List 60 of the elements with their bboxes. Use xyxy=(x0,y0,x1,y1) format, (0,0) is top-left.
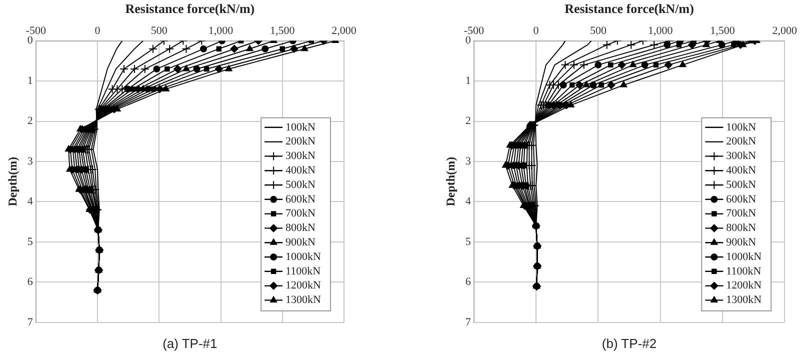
legend-label: 400kN xyxy=(726,164,756,176)
legend-label: 1000kN xyxy=(286,250,322,263)
x-tick-label: -500 xyxy=(464,25,484,38)
legend-label: 1100kN xyxy=(286,265,321,278)
legend-label: 600kN xyxy=(286,193,316,206)
legend-label: 1300kN xyxy=(286,294,322,306)
y-tick-label: 2 xyxy=(27,115,33,128)
text: (b) TP-#2 xyxy=(602,336,657,351)
legend-label: 700kN xyxy=(726,208,756,220)
x-tick-label: 1,500 xyxy=(270,25,296,38)
y-tick-label: 0 xyxy=(27,34,34,47)
y-tick-label: 4 xyxy=(465,196,472,208)
x-tick-label: 500 xyxy=(150,25,168,38)
y-tick-label: 3 xyxy=(465,155,472,168)
y-tick-label: 7 xyxy=(465,316,472,328)
y-tick-label: 3 xyxy=(27,155,34,168)
x-tick-label: -500 xyxy=(26,25,46,38)
x-tick-label: 1,500 xyxy=(710,25,736,38)
x-tick-label: 500 xyxy=(590,25,607,38)
legend-label: 200kN xyxy=(726,136,756,148)
legend-label: 300kN xyxy=(286,150,316,162)
legend-label: 800kN xyxy=(286,222,316,234)
x-tick-label: 1,000 xyxy=(208,25,234,38)
x-tick-label: 2,000 xyxy=(332,25,357,38)
y-tick-label: 4 xyxy=(27,196,34,208)
legend-label: 900kN xyxy=(286,236,316,248)
x-tick-label: 2,000 xyxy=(772,25,798,38)
y-tick-label: 5 xyxy=(27,236,34,248)
legend-label: 1200kN xyxy=(726,280,762,292)
y-tick-label: 1 xyxy=(465,74,471,87)
legend-label: 600kN xyxy=(726,193,756,206)
y-tick-label: 7 xyxy=(27,316,34,328)
y-tick-label: 6 xyxy=(27,276,34,288)
x-axis-title: Resistance force(kN/m) xyxy=(125,1,255,16)
y-axis-title: Depth(m) xyxy=(5,156,20,206)
x-tick-label: 0 xyxy=(533,25,540,38)
legend-label: 900kN xyxy=(726,236,756,248)
legend-label: 100kN xyxy=(286,121,316,134)
legend-label: 1000kN xyxy=(726,250,762,263)
legend-label: 700kN xyxy=(286,208,316,220)
y-tick-label: 0 xyxy=(465,34,472,47)
x-axis-title: Resistance force(kN/m) xyxy=(564,1,694,16)
legend-label: 200kN xyxy=(286,136,316,148)
x-tick-label: 0 xyxy=(94,25,101,38)
legend-label: 800kN xyxy=(726,222,756,234)
x-tick-label: 1,000 xyxy=(648,25,674,38)
legend-label: 500kN xyxy=(286,178,316,191)
legend-label: 400kN xyxy=(286,164,316,176)
legend-label: 1100kN xyxy=(726,265,762,278)
legend-label: 1300kN xyxy=(726,294,762,306)
y-tick-label: 1 xyxy=(27,74,33,87)
y-tick-label: 2 xyxy=(465,115,471,128)
legend-label: 100kN xyxy=(726,121,756,134)
legend-label: 300kN xyxy=(726,150,756,162)
text: (a) TP-#1 xyxy=(162,336,218,351)
y-tick-label: 5 xyxy=(465,236,472,248)
y-axis-title: Depth(m) xyxy=(443,156,458,206)
y-tick-label: 6 xyxy=(465,276,472,288)
legend-label: 1200kN xyxy=(286,280,322,292)
legend-label: 500kN xyxy=(726,178,756,191)
